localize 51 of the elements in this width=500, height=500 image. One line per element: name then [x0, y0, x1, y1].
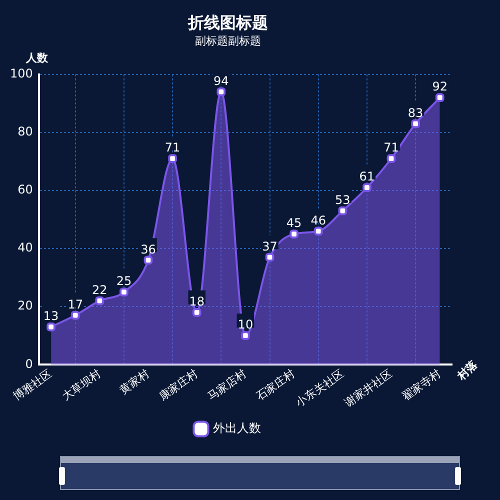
data-label: 22: [92, 282, 108, 297]
x-tick-label: 马家店村: [205, 367, 249, 404]
data-label: 10: [238, 318, 254, 332]
y-tick-label: 80: [18, 124, 33, 139]
data-label: 25: [116, 274, 132, 288]
data-label: 83: [408, 106, 424, 120]
data-label: 18: [189, 294, 204, 309]
point: [314, 226, 323, 236]
data-label: 36: [140, 242, 156, 256]
point: [120, 288, 128, 297]
point: [386, 154, 396, 164]
x-tick-label: 谢家井社区: [342, 367, 395, 410]
point: [290, 230, 298, 238]
legend-label: 外出人数: [213, 421, 261, 436]
point: [144, 256, 153, 265]
point: [46, 322, 56, 332]
data-label: 61: [359, 170, 375, 184]
data-label: 17: [68, 297, 83, 312]
x-tick-label: 黄家村: [117, 367, 152, 397]
data-label: 46: [310, 213, 326, 228]
data-label: 92: [432, 80, 448, 94]
y-tick-label: 100: [10, 66, 33, 81]
point: [338, 206, 348, 216]
x-tick-label: 大草坝村: [60, 367, 104, 404]
point: [362, 183, 372, 192]
chart-title: 折线图标题: [187, 12, 268, 32]
data-label: 71: [384, 140, 399, 155]
chart-subtitle: 副标题副标题: [195, 34, 261, 48]
data-label: 71: [164, 140, 180, 155]
y-tick-label: 60: [18, 182, 33, 197]
x-axis-title: 村落: [454, 357, 480, 384]
data-label: 53: [335, 192, 350, 207]
point: [168, 154, 177, 164]
point: [216, 87, 226, 96]
y-tick-label: 40: [18, 240, 33, 255]
point: [411, 119, 420, 128]
data-label: 13: [43, 309, 59, 324]
x-tick-label: 石家庄村: [254, 367, 298, 404]
data-label: 45: [286, 216, 302, 230]
x-tick-label: 翟家寺村: [400, 367, 444, 404]
point: [70, 310, 80, 320]
x-tick-label: 康家庄村: [156, 367, 200, 404]
point: [435, 93, 444, 102]
data-label: 94: [214, 74, 229, 88]
y-tick-label: 20: [18, 298, 33, 313]
y-axis-title: 人数: [24, 51, 49, 64]
point: [241, 331, 250, 340]
point: [192, 308, 202, 317]
point: [265, 252, 274, 262]
point: [95, 296, 104, 306]
data-label: 37: [262, 239, 278, 254]
